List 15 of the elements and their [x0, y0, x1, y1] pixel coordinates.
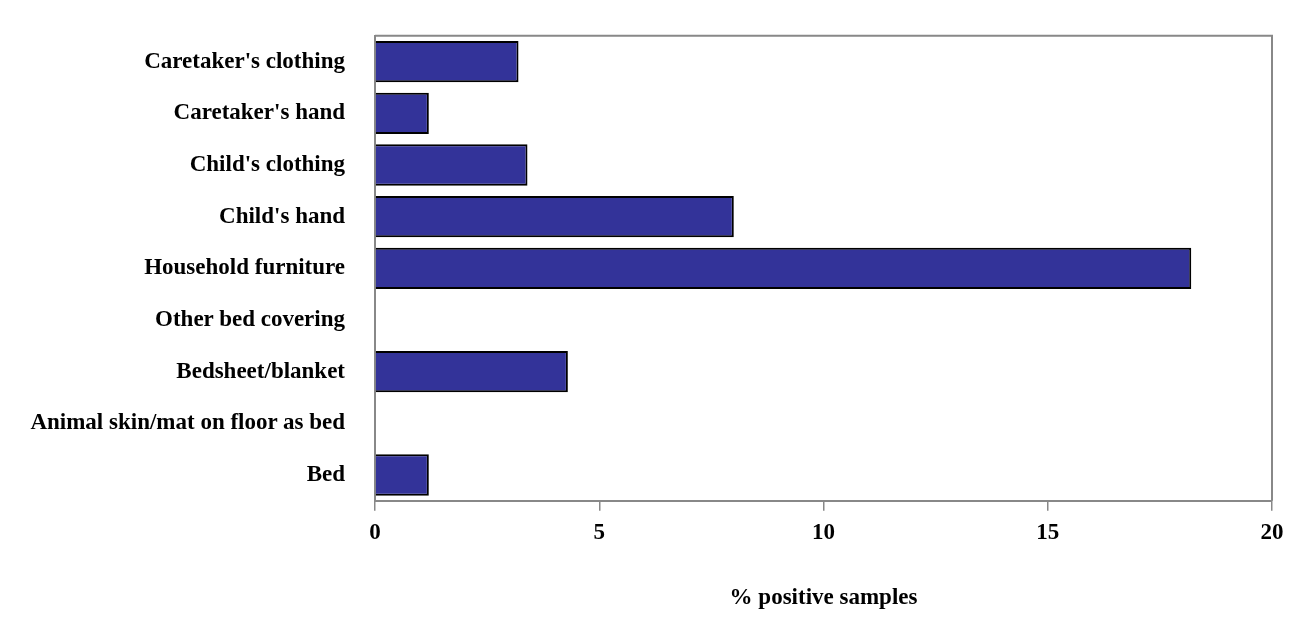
- y-tick-label: Child's clothing: [189, 150, 346, 176]
- y-tick-label: Caretaker's clothing: [144, 47, 346, 73]
- y-tick-label: Other bed covering: [155, 305, 346, 331]
- x-tick-label: 0: [369, 518, 381, 544]
- y-tick-label: Child's hand: [219, 202, 346, 228]
- x-tick-label: 5: [593, 518, 606, 544]
- x-tick-label: 20: [1260, 518, 1284, 544]
- x-tick-label: 15: [1036, 518, 1060, 544]
- y-tick-label: Bedsheet/blanket: [176, 357, 346, 383]
- y-tick-label: Caretaker's hand: [173, 99, 346, 125]
- y-tick-label: Bed: [306, 460, 346, 486]
- y-tick-label: Animal skin/mat on floor as bed: [30, 409, 346, 435]
- y-tick-label: Household furniture: [144, 254, 346, 280]
- x-tick-label: 10: [812, 518, 836, 544]
- x-axis-title: % positive samples: [729, 584, 918, 610]
